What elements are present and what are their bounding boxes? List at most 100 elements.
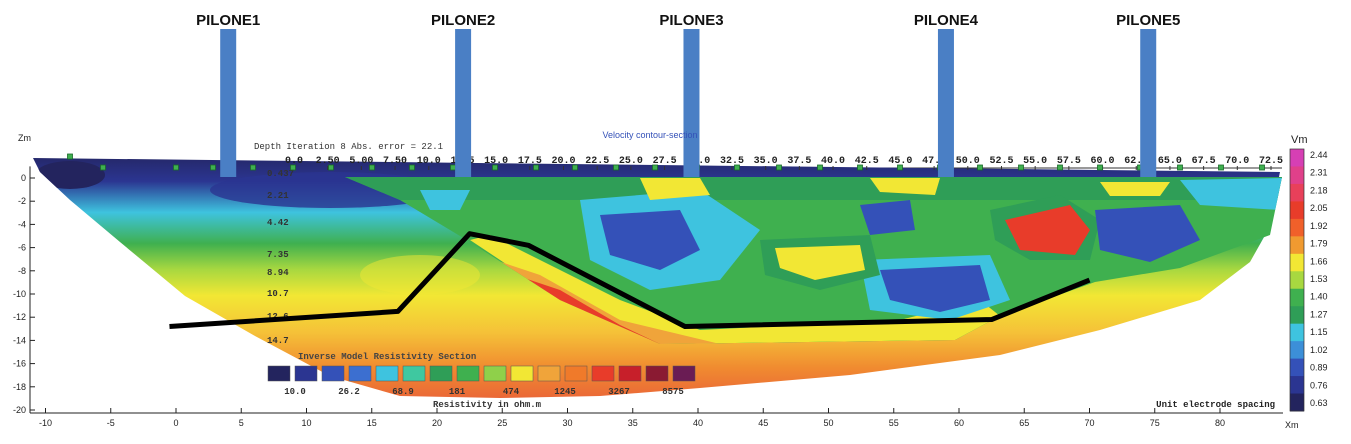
y-tick-label: 0	[21, 173, 26, 183]
velocity-colorbar-frame	[1289, 148, 1305, 412]
top-scale-label: 42.5	[855, 156, 879, 167]
resistivity-swatch	[618, 365, 642, 382]
top-electrode-scale: 0.02.505.007.5010.012.515.017.520.022.52…	[285, 156, 1283, 170]
resistivity-swatch	[672, 365, 696, 382]
electrode-marker	[210, 164, 216, 171]
y-tick-label: -6	[18, 243, 26, 253]
depth-label: 10.7	[267, 289, 289, 299]
x-tick-label: 60	[954, 418, 964, 428]
electrode-marker	[817, 164, 823, 171]
electrode-marker	[492, 164, 498, 171]
velocity-legend-label: 1.53	[1310, 274, 1328, 284]
x-tick-label: -5	[107, 418, 115, 428]
depth-label: 8.94	[267, 268, 289, 278]
x-tick-label: 40	[693, 418, 703, 428]
resistivity-legend-label: 68.9	[392, 387, 414, 397]
electrode-marker	[613, 164, 619, 171]
top-scale-label: 17.5	[518, 156, 542, 167]
resistivity-swatch	[456, 365, 480, 382]
velocity-swatch	[1290, 149, 1304, 167]
y-tick-label: -4	[18, 219, 26, 229]
pylon-markers: PILONE1 PILONE2 PILONE3 PILONE4 PILONE5	[196, 12, 1180, 177]
resistivity-swatch	[402, 365, 426, 382]
velocity-legend-label: 1.66	[1310, 256, 1328, 266]
x-tick-label: 30	[562, 418, 572, 428]
pylon-label: PILONE3	[659, 12, 723, 29]
resistivity-swatch	[321, 365, 345, 382]
x-tick-label: 0	[173, 418, 178, 428]
resistivity-legend-label: 10.0	[284, 387, 306, 397]
velocity-swatch	[1290, 271, 1304, 290]
x-tick-label: 10	[301, 418, 311, 428]
velocity-legend-label: 0.63	[1310, 398, 1328, 408]
chart-axes: 0 -2 -4 -6 -8 -10 -12 -14 -16 -18 -20 -10 -5 0 5 10 15 20…	[13, 166, 1283, 428]
velocity-legend-label: 1.02	[1310, 345, 1328, 355]
velocity-swatch	[1290, 393, 1304, 412]
velocity-legend-label: 1.79	[1310, 239, 1328, 249]
resistivity-unit-label: Resistivity in ohm.m	[433, 400, 542, 410]
velocity-swatch	[1290, 376, 1304, 395]
top-scale-label: 65.0	[1158, 156, 1182, 167]
electrode-marker	[369, 164, 375, 171]
top-scale-label: 70.0	[1225, 156, 1249, 167]
y-tick-label: -16	[13, 359, 26, 369]
electrode-marker	[776, 164, 782, 171]
electrode-marker	[857, 164, 863, 171]
electrode-marker	[100, 164, 106, 171]
velocity-legend-label: 0.76	[1310, 380, 1328, 390]
x-tick-label: -10	[39, 418, 52, 428]
velocity-legend-label: 1.40	[1310, 292, 1328, 302]
resistivity-legend-label: 1245	[554, 387, 576, 397]
pylon-bar	[937, 29, 954, 177]
top-scale-label: 10.0	[417, 156, 441, 167]
top-scale-label: 37.5	[787, 156, 811, 167]
electrode-marker	[1018, 164, 1024, 171]
velocity-legend-label: 1.92	[1310, 221, 1328, 231]
electrode-marker	[977, 164, 983, 171]
resistivity-swatch	[429, 365, 453, 382]
electrode-marker	[1259, 164, 1265, 171]
pylon-bar	[683, 29, 700, 177]
y-tick-label: -2	[18, 196, 26, 206]
iteration-header: Depth Iteration 8 Abs. error = 22.1	[254, 142, 443, 152]
x-tick-label: 50	[823, 418, 833, 428]
y-tick-label: -8	[18, 266, 26, 276]
resistivity-swatch	[510, 365, 534, 382]
depth-label: 7.35	[267, 250, 289, 260]
velocity-swatch	[1290, 183, 1304, 202]
electrode-marker	[897, 164, 903, 171]
top-scale-label: 15.0	[484, 156, 508, 167]
resistivity-swatch	[348, 365, 372, 382]
x-tick-label: 55	[889, 418, 899, 428]
interpretation-line	[169, 231, 1091, 329]
electrode-marker	[734, 164, 740, 171]
velocity-section-title: Velocity contour-section	[602, 130, 697, 140]
velocity-unit-label: Vm	[1291, 134, 1308, 146]
top-scale-label: 47.5	[922, 156, 946, 167]
velocity-swatch	[1290, 253, 1304, 272]
x-tick-label: 15	[367, 418, 377, 428]
velocity-color-legend: 2.44 2.31 2.18 2.05 1.92 1.79 1.66 1.53 1.40 1.27…	[1289, 148, 1328, 412]
electrode-marker	[409, 164, 415, 171]
top-scale-label: 57.5	[1057, 156, 1081, 167]
velocity-swatch	[1290, 341, 1304, 360]
x-tick-label: 65	[1019, 418, 1029, 428]
electrode-spacing-note: Unit electrode spacing	[1156, 400, 1275, 410]
velocity-swatch	[1290, 218, 1304, 237]
top-scale-label: 27.5	[653, 156, 677, 167]
velocity-legend-label: 2.44	[1310, 150, 1328, 160]
top-scale-label: 60.0	[1091, 156, 1115, 167]
y-tick-label: -18	[13, 382, 26, 392]
resistivity-legend-label: 181	[449, 387, 466, 397]
velocity-legend-label: 2.05	[1310, 203, 1328, 213]
electrode-marker	[1097, 164, 1103, 171]
x-tick-label: 80	[1215, 418, 1225, 428]
top-scale-label: 25.0	[619, 156, 643, 167]
pylon-label: PILONE4	[914, 12, 979, 29]
x-tick-label: 20	[432, 418, 442, 428]
resistivity-color-legend: 10.0 26.2 68.9 181 474 1245 3267 8575	[267, 365, 696, 397]
pylon-label: PILONE1	[196, 12, 260, 29]
electrode-marker	[1057, 164, 1063, 171]
resistivity-swatch	[267, 365, 291, 382]
